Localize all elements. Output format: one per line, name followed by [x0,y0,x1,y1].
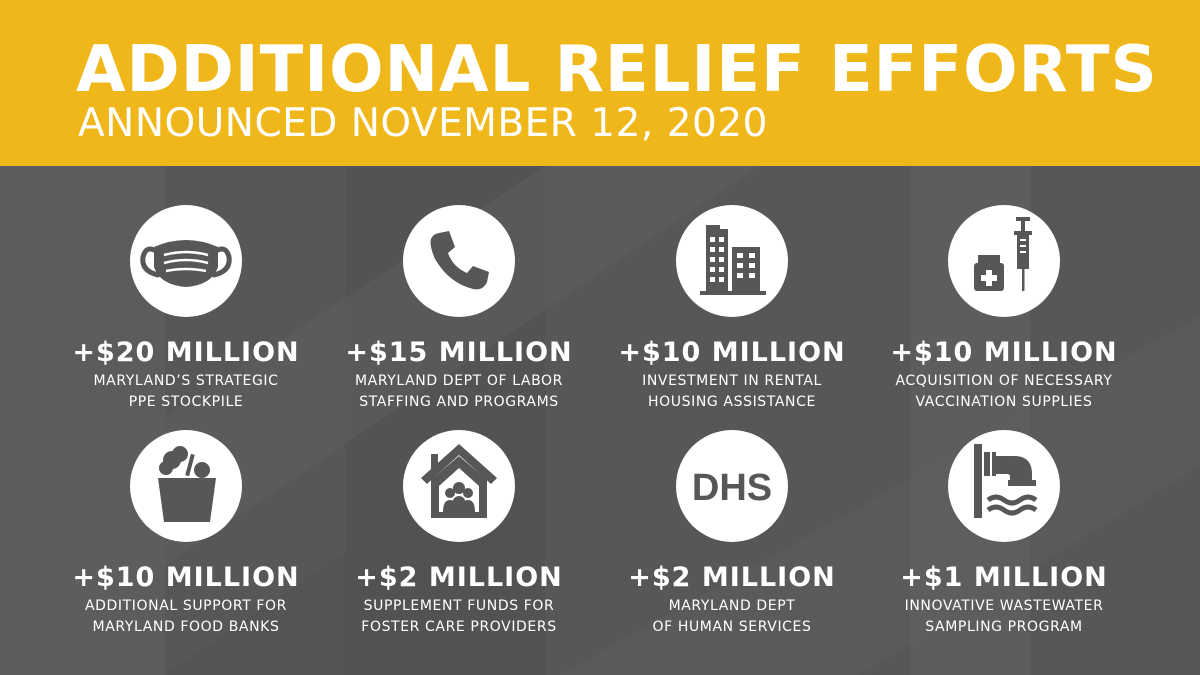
description: INNOVATIVE WASTEWATER SAMPLING PROGRAM [854,596,1154,638]
dhs-logo-text: DHS [692,467,772,509]
description-line: ADDITIONAL SUPPORT FOR [84,598,287,614]
description-line: SUPPLEMENT FUNDS FOR [363,598,555,614]
face-mask-icon [130,205,242,317]
relief-item-wastewater: +$1 MILLION INNOVATIVE WASTEWATER SAMPLI… [854,430,1154,638]
relief-item-food-banks: +$10 MILLION ADDITIONAL SUPPORT FOR MARY… [36,430,336,638]
description-line: HOUSING ASSISTANCE [648,394,816,410]
page-title: ADDITIONAL RELIEF EFFORTS [76,33,1158,107]
description-line: MARYLAND’S STRATEGIC [93,373,279,389]
foster-home-icon [403,430,515,542]
amount-label: +$10 MILLION [618,337,846,368]
wastewater-pipe-icon [948,430,1060,542]
relief-item-vaccination: +$10 MILLION ACQUISITION OF NECESSARY VA… [854,205,1154,413]
amount-label: +$10 MILLION [72,562,300,593]
description-line: MARYLAND DEPT OF LABOR [354,373,564,389]
description-line: MARYLAND FOOD BANKS [92,619,280,635]
relief-item-housing: +$10 MILLION INVESTMENT IN RENTAL HOUSIN… [582,205,882,413]
description-line: STAFFING AND PROGRAMS [359,394,559,410]
description-line: ACQUISITION OF NECESSARY [895,373,1113,389]
description-line: MARYLAND DEPT [668,598,796,614]
description-line: INNOVATIVE WASTEWATER [904,598,1104,614]
amount-label: +$2 MILLION [628,562,836,593]
description: INVESTMENT IN RENTAL HOUSING ASSISTANCE [582,371,882,413]
header-banner: ADDITIONAL RELIEF EFFORTS ANNOUNCED NOVE… [0,0,1200,166]
relief-item-ppe: +$20 MILLION MARYLAND’S STRATEGIC PPE ST… [36,205,336,413]
description-line: VACCINATION SUPPLIES [915,394,1093,410]
amount-label: +$15 MILLION [345,337,573,368]
description-line: INVESTMENT IN RENTAL [642,373,822,389]
relief-item-human-services: DHS +$2 MILLION MARYLAND DEPT OF HUMAN S… [582,430,882,638]
grocery-bag-icon [130,430,242,542]
phone-icon [403,205,515,317]
description: ACQUISITION OF NECESSARY VACCINATION SUP… [854,371,1154,413]
page-subtitle: ANNOUNCED NOVEMBER 12, 2020 [78,101,768,146]
amount-label: +$1 MILLION [900,562,1108,593]
amount-label: +$20 MILLION [72,337,300,368]
amount-label: +$2 MILLION [355,562,563,593]
description-line: SAMPLING PROGRAM [925,619,1083,635]
description: SUPPLEMENT FUNDS FOR FOSTER CARE PROVIDE… [309,596,609,638]
description-line: OF HUMAN SERVICES [652,619,812,635]
description: MARYLAND DEPT OF HUMAN SERVICES [582,596,882,638]
relief-item-labor: +$15 MILLION MARYLAND DEPT OF LABOR STAF… [309,205,609,413]
description-line: FOSTER CARE PROVIDERS [361,619,557,635]
buildings-icon [676,205,788,317]
description: MARYLAND’S STRATEGIC PPE STOCKPILE [36,371,336,413]
amount-label: +$10 MILLION [890,337,1118,368]
description-line: PPE STOCKPILE [128,394,244,410]
dhs-logo-icon: DHS [676,430,788,542]
relief-item-foster-care: +$2 MILLION SUPPLEMENT FUNDS FOR FOSTER … [309,430,609,638]
vaccine-icon [948,205,1060,317]
description: MARYLAND DEPT OF LABOR STAFFING AND PROG… [309,371,609,413]
description: ADDITIONAL SUPPORT FOR MARYLAND FOOD BAN… [36,596,336,638]
